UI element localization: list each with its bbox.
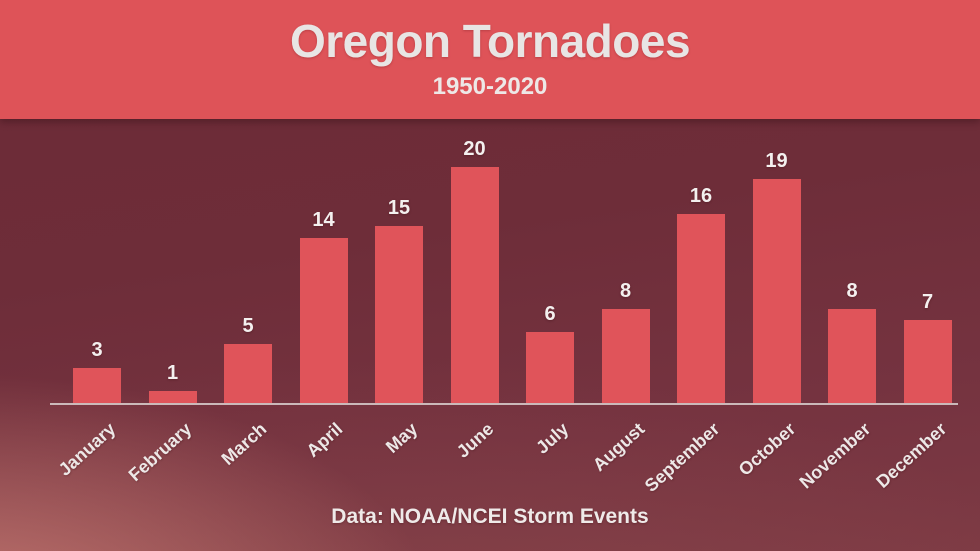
bar-value-label: 5 bbox=[242, 315, 254, 337]
x-axis-label-march: March bbox=[217, 418, 271, 470]
x-axis-line bbox=[50, 403, 958, 405]
bar-february bbox=[148, 391, 197, 403]
x-axis-label-may: May bbox=[381, 418, 422, 457]
data-source-caption: Data: NOAA/NCEI Storm Events bbox=[331, 505, 649, 528]
bar-value-label: 8 bbox=[846, 280, 858, 302]
bar-value-label: 20 bbox=[463, 138, 486, 160]
bar-value-label: 7 bbox=[921, 291, 934, 313]
chart-subtitle: 1950-2020 bbox=[432, 73, 548, 100]
x-axis-label-july: July bbox=[532, 418, 573, 458]
x-axis-label-september: September bbox=[640, 418, 724, 496]
bar-january bbox=[73, 368, 121, 403]
bar-may bbox=[375, 226, 423, 403]
bar-april bbox=[299, 238, 348, 403]
header-band: Oregon Tornadoes 1950-2020 bbox=[0, 0, 980, 119]
bar-november bbox=[828, 309, 876, 403]
bar-august bbox=[601, 309, 650, 403]
bar-value-label: 14 bbox=[312, 209, 335, 231]
x-axis-label-october: October bbox=[734, 418, 799, 480]
bar-value-label: 1 bbox=[166, 362, 179, 384]
x-axis-label-august: August bbox=[588, 418, 648, 476]
bar-value-label: 15 bbox=[387, 197, 411, 219]
bar-september bbox=[677, 214, 725, 403]
x-axis-label-november: November bbox=[795, 418, 875, 493]
bar-value-label: 19 bbox=[765, 150, 788, 172]
x-axis-label-december: December bbox=[871, 418, 950, 492]
bar-july bbox=[526, 332, 574, 403]
x-axis-label-january: January bbox=[54, 418, 120, 480]
bar-value-label: 3 bbox=[91, 339, 103, 361]
chart-title: Oregon Tornadoes bbox=[289, 15, 691, 67]
x-axis-label-february: February bbox=[124, 418, 195, 486]
bar-march bbox=[224, 344, 272, 403]
bar-value-label: 6 bbox=[544, 303, 556, 325]
bar-value-label: 16 bbox=[689, 185, 713, 207]
bar-june bbox=[450, 167, 499, 403]
bar-december bbox=[903, 320, 952, 403]
bar-october bbox=[752, 179, 801, 403]
bar-value-label: 8 bbox=[619, 280, 632, 302]
x-axis-label-june: June bbox=[452, 418, 497, 462]
x-axis-label-april: April bbox=[301, 418, 346, 462]
